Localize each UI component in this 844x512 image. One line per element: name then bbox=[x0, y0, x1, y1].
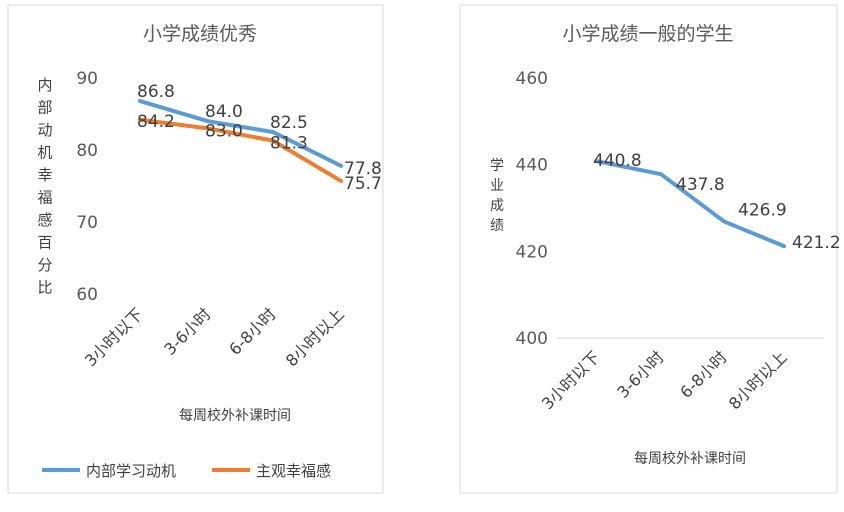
legend-label-motivation: 内部学习动机 bbox=[86, 462, 176, 480]
data-label: 440.8 bbox=[593, 151, 642, 171]
right-y-tick-labels: 460 440 420 400 bbox=[516, 69, 548, 349]
y-tick-label: 70 bbox=[76, 213, 98, 233]
data-label: 83.0 bbox=[205, 121, 243, 141]
data-label: 84.2 bbox=[137, 112, 175, 132]
series-line bbox=[138, 117, 343, 183]
y-tick-label: 440 bbox=[516, 156, 548, 176]
right-chart-title: 小学成绩一般的学生 bbox=[562, 23, 733, 45]
y-tick-label: 400 bbox=[516, 329, 548, 349]
data-label: 82.5 bbox=[270, 113, 308, 133]
y-tick-label: 90 bbox=[76, 69, 98, 89]
series-line bbox=[138, 99, 343, 168]
left-chart-title: 小学成绩优秀 bbox=[143, 23, 257, 45]
right-y-axis-label: 学业成绩 bbox=[490, 158, 504, 234]
data-label: 426.9 bbox=[738, 200, 787, 220]
data-label: 77.8 bbox=[344, 159, 382, 179]
data-label: 81.3 bbox=[270, 134, 308, 154]
left-data-labels: 86.8 84.0 82.5 77.8 84.2 83.0 81.3 75.7 bbox=[137, 82, 382, 194]
right-x-axis-label: 每周校外补课时间 bbox=[634, 450, 746, 467]
right-series-lines bbox=[595, 159, 786, 249]
left-y-axis-label: 内部动机幸福感百分比 bbox=[37, 76, 52, 297]
legend-label-wellbeing: 主观幸福感 bbox=[256, 462, 331, 480]
data-label: 86.8 bbox=[137, 82, 175, 102]
y-tick-label: 60 bbox=[76, 285, 98, 305]
data-label: 437.8 bbox=[676, 175, 725, 195]
series-line bbox=[595, 159, 786, 249]
left-x-axis-label: 每周校外补课时间 bbox=[179, 407, 291, 424]
data-label: 84.0 bbox=[205, 102, 243, 122]
left-series-lines bbox=[138, 99, 343, 183]
data-label: 75.7 bbox=[344, 174, 382, 194]
y-tick-label: 420 bbox=[516, 242, 548, 262]
y-tick-label: 80 bbox=[76, 141, 98, 161]
left-legend: 内部学习动机 主观幸福感 bbox=[42, 462, 331, 480]
right-chart-frame bbox=[459, 4, 838, 494]
left-chart-frame bbox=[7, 4, 384, 494]
data-label: 421.2 bbox=[792, 233, 841, 253]
left-y-tick-labels: 90 80 70 60 bbox=[76, 69, 98, 305]
y-tick-label: 460 bbox=[516, 69, 548, 89]
